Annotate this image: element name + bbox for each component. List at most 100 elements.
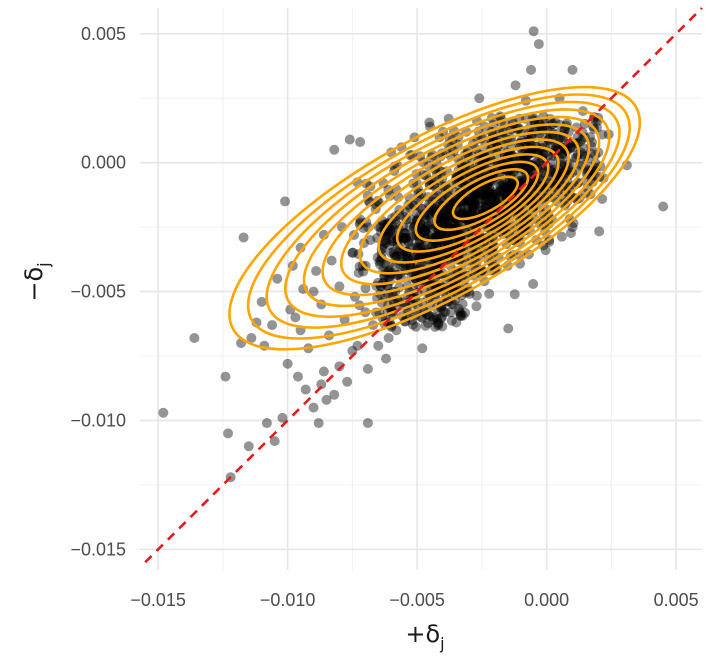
data-point <box>347 247 358 258</box>
data-point-dense <box>455 310 466 321</box>
data-point-dense <box>493 194 504 205</box>
data-point-dense <box>440 218 451 229</box>
data-point-dense <box>458 209 469 220</box>
data-point-dense <box>372 196 383 207</box>
data-point-dense <box>436 215 447 226</box>
data-point-dense <box>442 210 453 221</box>
data-point-dense <box>474 200 485 211</box>
data-point <box>355 137 366 148</box>
data-point-dense <box>464 196 475 207</box>
data-point <box>261 418 272 429</box>
data-point-dense <box>403 199 414 210</box>
data-point <box>344 134 355 145</box>
contour-line <box>377 145 560 264</box>
data-point-dense <box>470 189 481 200</box>
data-point-dense <box>490 187 501 198</box>
data-point-dense <box>500 183 511 194</box>
data-point-dense <box>455 197 466 208</box>
data-point-dense <box>506 179 517 190</box>
contour-line <box>451 175 520 221</box>
data-point-dense <box>556 231 567 242</box>
data-point-dense <box>380 237 391 248</box>
data-point-dense <box>477 185 488 196</box>
contour-line <box>302 115 601 308</box>
data-point-dense <box>384 239 395 250</box>
data-point-dense <box>505 180 516 191</box>
data-point-dense <box>509 289 520 300</box>
data-point-dense <box>423 318 434 329</box>
data-point-dense <box>530 158 541 169</box>
data-point-dense <box>430 222 441 233</box>
data-point-dense <box>455 202 466 213</box>
data-point-dense <box>424 310 435 321</box>
data-point-dense <box>447 217 458 228</box>
data-point-dense <box>463 200 474 211</box>
data-point-dense <box>485 197 496 208</box>
data-point-dense <box>417 223 428 234</box>
data-point-dense <box>420 222 431 233</box>
data-point-dense <box>449 198 460 209</box>
data-point-dense <box>390 251 401 262</box>
data-point-dense <box>494 191 505 202</box>
data-point-dense <box>400 232 411 243</box>
data-point-dense <box>399 232 410 243</box>
data-point-dense <box>470 199 481 210</box>
data-point-dense <box>416 226 427 237</box>
data-point-dense <box>477 193 488 204</box>
data-point <box>334 361 345 372</box>
data-point <box>238 232 249 243</box>
data-point <box>326 255 337 266</box>
data-point-dense <box>455 308 466 319</box>
data-point-dense <box>540 148 551 159</box>
data-point-dense <box>436 229 447 240</box>
data-point-dense <box>431 313 442 324</box>
data-point-dense <box>388 247 399 258</box>
data-point-dense <box>424 199 435 210</box>
data-point <box>658 201 669 212</box>
data-point-dense <box>385 225 396 236</box>
data-point <box>528 26 539 37</box>
data-point-dense <box>437 321 448 332</box>
data-point-dense <box>458 207 469 218</box>
data-point-dense <box>438 306 449 317</box>
data-point <box>282 358 293 369</box>
contour-line <box>228 85 642 351</box>
data-point-dense <box>445 307 456 318</box>
data-point-dense <box>420 213 431 224</box>
data-point <box>572 131 583 142</box>
data-point-dense <box>503 181 514 192</box>
data-point <box>417 343 428 354</box>
data-point-dense <box>438 210 449 221</box>
data-point-dense <box>380 235 391 246</box>
data-point-dense <box>494 186 505 197</box>
data-point <box>308 286 319 297</box>
data-point-dense <box>418 241 429 252</box>
data-point-dense <box>397 232 408 243</box>
data-point <box>510 80 521 91</box>
data-point <box>373 340 384 351</box>
data-point-dense <box>361 217 372 228</box>
data-point-dense <box>480 201 491 212</box>
data-point-dense <box>457 310 468 321</box>
data-point-dense <box>378 239 389 250</box>
data-point-dense <box>437 311 448 322</box>
reference-line-dashed <box>144 7 703 564</box>
data-point-dense <box>458 209 469 220</box>
data-point-dense <box>482 189 493 200</box>
data-point-dense <box>433 320 444 331</box>
y-tick-label: −0.015 <box>70 539 126 559</box>
data-point-dense <box>407 319 418 330</box>
data-point <box>290 312 301 323</box>
data-point <box>313 418 324 429</box>
data-point <box>567 64 578 75</box>
data-point <box>272 273 283 284</box>
data-point-dense <box>411 321 422 332</box>
data-point-dense <box>537 167 548 178</box>
data-point-dense <box>494 179 505 190</box>
data-point-dense <box>496 180 507 191</box>
data-point-dense <box>404 221 415 232</box>
data-point-dense <box>424 209 435 220</box>
data-point-dense <box>484 288 495 299</box>
data-point-dense <box>453 303 464 314</box>
